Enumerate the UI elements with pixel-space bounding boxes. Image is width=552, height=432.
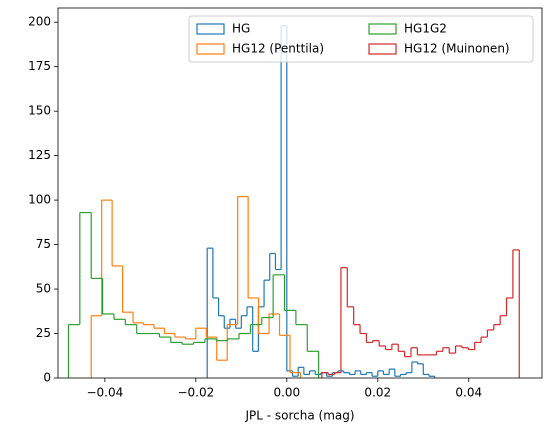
y-tick-label: 100 [28,193,51,207]
x-tick-label: −0.04 [86,386,123,400]
y-tick-label: 0 [43,371,51,385]
legend-label: HG12 (Penttila) [232,42,324,56]
x-tick-label: 0.02 [364,386,391,400]
y-tick-label: 25 [36,326,51,340]
x-tick-label: −0.02 [177,386,214,400]
y-tick-label: 150 [28,104,51,118]
y-tick-label: 50 [36,282,51,296]
legend: HG HG12 (Penttila) HG1G2 HG12 (Muinonen) [188,15,534,63]
y-tick-label: 175 [28,59,51,73]
x-tick-label: 0.00 [273,386,300,400]
x-tick-label: 0.04 [455,386,482,400]
y-tick-label: 75 [36,237,51,251]
y-tick-label: 125 [28,148,51,162]
legend-swatch [368,43,397,55]
legend-label: HG1G2 [404,22,447,36]
plot-frame [57,7,543,379]
legend-swatch [196,43,225,55]
x-axis-label: JPL - sorcha (mag) [244,409,354,423]
legend-label: HG [232,22,250,36]
legend-label: HG12 (Muinonen) [404,42,510,56]
y-tick-label: 200 [28,15,51,29]
legend-swatch [196,23,225,35]
legend-swatch [368,23,397,35]
legend-box [188,15,534,63]
